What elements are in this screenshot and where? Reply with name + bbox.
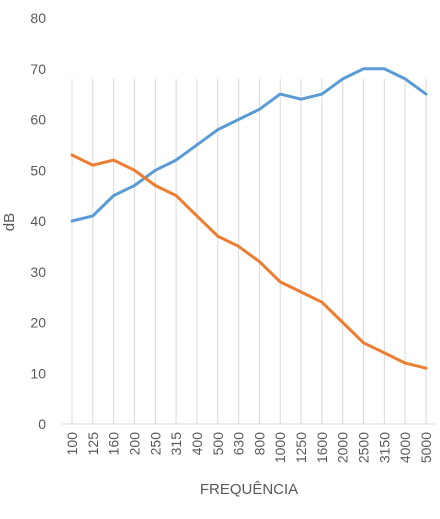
y-axis-title: dB	[1, 213, 18, 231]
x-tick-label-800: 800	[251, 432, 267, 456]
x-tick-label-2000: 2000	[335, 432, 351, 463]
x-tick-label-315: 315	[168, 432, 184, 456]
x-tick-label-100: 100	[64, 432, 80, 456]
y-tick-label-70: 70	[30, 61, 46, 77]
y-tick-label-20: 20	[30, 315, 46, 331]
x-tick-label-160: 160	[106, 432, 122, 456]
x-tick-label-630: 630	[231, 432, 247, 456]
x-axis-title: FREQUÊNCIA	[200, 481, 298, 498]
x-tick-label-1250: 1250	[293, 432, 309, 463]
x-tick-label-1600: 1600	[314, 432, 330, 463]
x-tick-label-2500: 2500	[356, 432, 372, 463]
x-tick-label-5000: 5000	[418, 432, 434, 463]
y-tick-labels: 0 10 20 30 40 50 60 70 80	[30, 10, 46, 432]
x-tick-label-200: 200	[126, 432, 142, 456]
x-tick-label-500: 500	[210, 432, 226, 456]
series-lines	[70, 67, 428, 370]
y-tick-label-0: 0	[38, 416, 46, 432]
y-tick-label-80: 80	[30, 10, 46, 26]
y-tick-label-10: 10	[30, 365, 46, 381]
x-tick-label-3150: 3150	[376, 432, 392, 463]
series-line-2	[70, 153, 428, 370]
y-tick-label-30: 30	[30, 264, 46, 280]
x-tick-label-125: 125	[85, 432, 101, 456]
y-tick-label-60: 60	[30, 112, 46, 128]
grid-lines	[71, 78, 427, 424]
x-tick-labels: 100 125 160 200 250 315 400 500 630 800 1000 1250 16…	[64, 432, 434, 463]
x-tick-label-400: 400	[189, 432, 205, 456]
x-tick-label-250: 250	[147, 432, 163, 456]
x-tick-label-4000: 4000	[397, 432, 413, 463]
y-tick-label-40: 40	[30, 213, 46, 229]
x-tick-label-1000: 1000	[272, 432, 288, 463]
y-tick-label-50: 50	[30, 162, 46, 178]
series-line-1	[70, 67, 428, 223]
